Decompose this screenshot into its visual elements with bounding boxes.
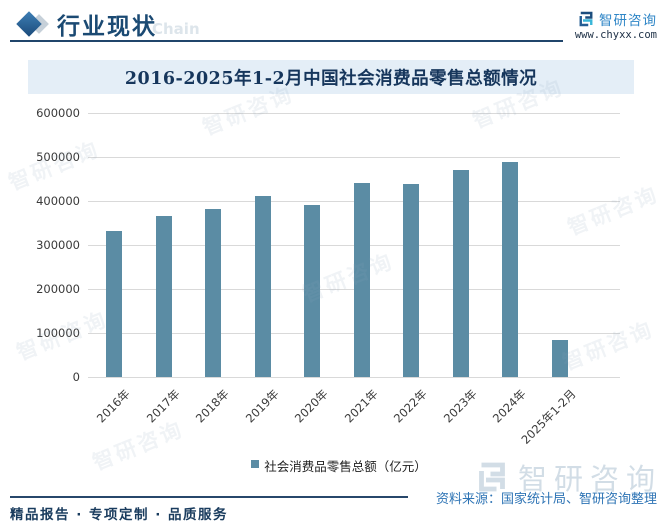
x-axis-tick-label: 2018年 bbox=[192, 386, 232, 426]
gridline bbox=[88, 377, 620, 378]
bar-2019年 bbox=[254, 195, 271, 377]
x-axis-tick-label: 2019年 bbox=[242, 386, 282, 426]
faint-watermark: 智研咨询 bbox=[559, 316, 658, 376]
bar-2022年 bbox=[403, 183, 420, 377]
x-axis-tick-label: 2021年 bbox=[341, 386, 381, 426]
x-axis-tick-label: 2016年 bbox=[93, 386, 133, 426]
section-bullet-diamond-icon bbox=[16, 11, 52, 39]
gridline bbox=[88, 289, 620, 290]
y-axis-tick-label: 300000 bbox=[36, 238, 80, 252]
footer-divider bbox=[10, 496, 408, 498]
x-axis-tick-label: 2024年 bbox=[490, 386, 530, 426]
bar-2017年 bbox=[155, 215, 172, 377]
gridline bbox=[88, 157, 620, 158]
y-axis-tick-label: 200000 bbox=[36, 282, 80, 296]
chart-title: 2016-2025年1-2月中国社会消费品零售总额情况 bbox=[124, 68, 538, 89]
data-source-note: 资料来源：国家统计局、智研咨询整理 bbox=[435, 492, 657, 507]
legend-swatch bbox=[251, 460, 260, 468]
x-axis-tick-label: 2017年 bbox=[143, 386, 183, 426]
y-axis-tick-label: 100000 bbox=[36, 326, 80, 340]
zhiyan-logo-icon bbox=[579, 11, 593, 27]
y-axis-tick-label: 0 bbox=[72, 370, 80, 384]
header-divider bbox=[10, 40, 563, 42]
bar-2020年 bbox=[304, 204, 321, 377]
y-axis-tick-label: 400000 bbox=[36, 194, 80, 208]
x-axis-tick-label: 2022年 bbox=[391, 386, 430, 426]
faint-watermark: 智研咨询 bbox=[564, 181, 662, 241]
faint-watermark: 智研咨询 bbox=[13, 306, 112, 366]
x-axis-tick-label: 2023年 bbox=[440, 386, 480, 426]
zhiyan-watermark-logo-icon bbox=[479, 462, 505, 492]
bar-2021年 bbox=[353, 183, 370, 377]
faint-watermark: 智研咨询 bbox=[5, 136, 104, 196]
chain-watermark: Chain bbox=[152, 20, 200, 38]
bar-2018年 bbox=[205, 209, 222, 377]
x-axis-tick-label: 2020年 bbox=[292, 386, 331, 426]
gridline bbox=[88, 201, 620, 202]
chart-legend: 社会消费品零售总额（亿元） bbox=[0, 456, 662, 475]
brand-watermark-text: 智研咨询 bbox=[518, 462, 662, 496]
gridline bbox=[88, 113, 620, 114]
faint-watermark: 智研咨询 bbox=[299, 248, 398, 308]
bar-2025年1-2月 bbox=[552, 340, 568, 377]
bar-2024年 bbox=[502, 162, 519, 377]
brand-watermark: 智研咨询 bbox=[474, 456, 662, 498]
legend-label: 社会消费品零售总额（亿元） bbox=[264, 459, 427, 474]
brand-logo-block: 智研咨询 www.chyxx.com bbox=[574, 9, 657, 45]
gridline bbox=[88, 333, 620, 334]
section-title: 行业现状 bbox=[57, 13, 157, 40]
bar-2023年 bbox=[452, 169, 469, 377]
chart-title-band: 2016-2025年1-2月中国社会消费品零售总额情况 bbox=[28, 60, 634, 94]
y-axis-tick-label: 500000 bbox=[36, 150, 80, 164]
bar-2016年 bbox=[106, 230, 122, 377]
gridline bbox=[88, 245, 620, 246]
footer-tagline: 精品报告 · 专项定制 · 品质服务 bbox=[10, 507, 229, 523]
brand-website: www.chyxx.com bbox=[574, 29, 657, 41]
x-axis-tick-label: 2025年1-2月 bbox=[518, 386, 579, 447]
y-axis-tick-label: 600000 bbox=[36, 106, 80, 120]
brand-name: 智研咨询 bbox=[599, 13, 657, 29]
